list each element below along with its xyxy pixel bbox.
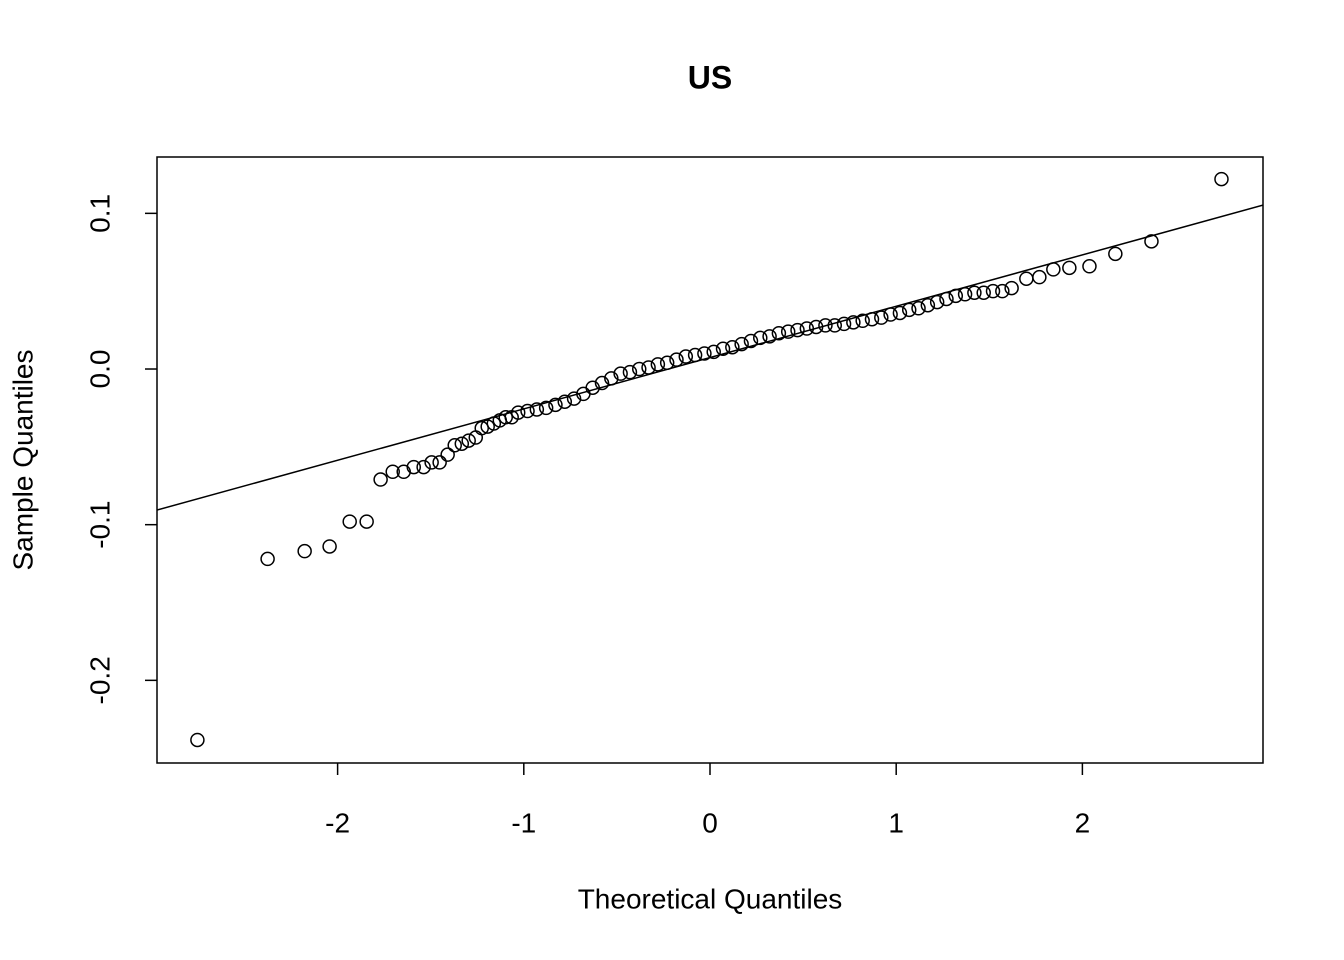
- point: [447, 438, 462, 453]
- y-tick-label: 0.1: [84, 194, 115, 233]
- point: [498, 410, 513, 425]
- point: [604, 371, 619, 386]
- point: [920, 297, 936, 313]
- x-tick-label: 0: [702, 807, 718, 838]
- point: [359, 514, 374, 529]
- point: [510, 405, 526, 420]
- point: [948, 288, 964, 304]
- point: [385, 464, 400, 480]
- point: [995, 283, 1010, 299]
- point: [743, 333, 759, 349]
- point: [725, 339, 740, 355]
- point: [461, 433, 476, 448]
- point: [373, 472, 388, 487]
- point: [687, 347, 703, 363]
- point: [967, 285, 982, 300]
- point: [1032, 269, 1047, 285]
- point: [585, 380, 600, 395]
- x-tick-label: 2: [1075, 807, 1091, 838]
- point: [976, 285, 991, 300]
- point: [454, 436, 470, 451]
- point: [957, 287, 973, 302]
- y-axis-label: Sample Quantiles: [7, 349, 38, 570]
- point: [424, 455, 439, 470]
- point: [342, 514, 357, 529]
- point: [432, 455, 447, 470]
- point: [566, 391, 582, 406]
- point: [548, 397, 563, 413]
- x-tick-label: -1: [511, 807, 536, 838]
- x-tick-label: 1: [888, 807, 904, 838]
- x-tick-label: -2: [325, 807, 350, 838]
- point: [297, 543, 312, 559]
- point: [190, 732, 205, 748]
- point: [883, 307, 898, 322]
- point: [678, 349, 694, 364]
- point: [622, 364, 638, 380]
- point: [855, 313, 870, 329]
- point: [753, 330, 768, 346]
- point: [818, 318, 833, 333]
- chart-title: US: [688, 59, 732, 95]
- point: [734, 336, 749, 352]
- point: [771, 325, 787, 341]
- point: [799, 321, 815, 336]
- point: [715, 341, 731, 357]
- point: [1004, 280, 1019, 296]
- point: [762, 329, 777, 344]
- point: [1062, 260, 1077, 276]
- point: [1046, 262, 1061, 277]
- point: [911, 301, 926, 316]
- point: [697, 346, 712, 361]
- point: [901, 302, 917, 318]
- point: [939, 291, 954, 307]
- point: [1144, 234, 1159, 249]
- point: [631, 361, 647, 377]
- point: [790, 322, 805, 338]
- plot-frame: [156, 156, 1264, 764]
- x-axis-label: Theoretical Quantiles: [578, 883, 843, 914]
- point: [892, 305, 908, 321]
- point: [322, 539, 337, 554]
- point: [529, 402, 545, 417]
- point: [1019, 271, 1034, 286]
- point: [440, 447, 455, 462]
- point: [874, 310, 889, 325]
- point: [1082, 259, 1097, 274]
- y-tick-label: 0.0: [84, 350, 115, 389]
- point: [520, 403, 535, 419]
- point: [836, 316, 852, 332]
- point: [1108, 246, 1123, 262]
- point: [1214, 171, 1229, 187]
- point: [474, 420, 489, 436]
- point: [780, 324, 796, 339]
- y-tick-label: -0.2: [84, 656, 115, 704]
- point: [260, 551, 275, 567]
- point: [827, 318, 843, 333]
- y-tick-label: -0.1: [84, 501, 115, 549]
- point: [929, 294, 945, 310]
- point: [669, 352, 684, 367]
- point: [538, 400, 554, 416]
- point: [659, 355, 675, 371]
- point: [808, 319, 824, 335]
- point: [557, 394, 573, 409]
- point: [706, 344, 721, 360]
- point: [416, 459, 431, 475]
- point: [641, 360, 656, 375]
- point: [613, 366, 628, 381]
- point: [406, 459, 422, 475]
- point: [985, 283, 1001, 299]
- point: [864, 311, 880, 327]
- point: [594, 375, 610, 391]
- point: [650, 357, 666, 372]
- point: [846, 315, 861, 330]
